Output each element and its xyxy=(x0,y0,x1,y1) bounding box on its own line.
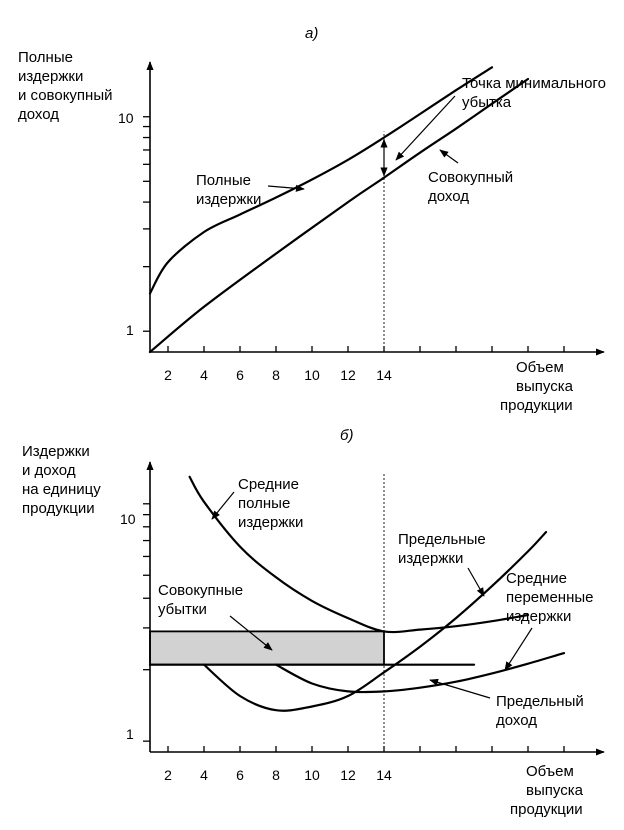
annotation-min-loss: Точка минимального убытка xyxy=(395,75,606,161)
annotation-mc: Предельные издержки xyxy=(398,531,486,597)
total-loss-area xyxy=(149,630,385,666)
x-tick-label: 4 xyxy=(200,767,208,783)
y-tick-label-a-10: 10 xyxy=(118,110,134,126)
annotation-atc-line3: издержки xyxy=(238,514,303,531)
annotation-total-cost-line1: Полные xyxy=(196,172,251,189)
annotation-total-losses-line2: убытки xyxy=(158,601,207,618)
annotation-total-losses-line1: Совокупные xyxy=(158,582,243,599)
y-ticks-a xyxy=(143,116,150,332)
x-axis-label-a-line3: продукции xyxy=(500,397,573,414)
x-tick-label: 14 xyxy=(376,767,392,783)
annotation-avc-line3: издержки xyxy=(506,608,571,625)
y-ticks-b xyxy=(143,503,150,742)
y-axis-label-a-line2: издержки xyxy=(18,68,83,85)
annotation-mr-line1: Предельный xyxy=(496,693,584,710)
x-ticks-a: 2 4 6 8 10 12 14 xyxy=(164,346,565,383)
marginal-cost-curve xyxy=(202,531,548,712)
x-tick-label: 12 xyxy=(340,367,356,383)
annotation-mr-pointer xyxy=(429,678,491,699)
x-ticks-b: 2 4 6 8 10 12 14 xyxy=(164,746,565,783)
annotation-min-loss-line2: убытка xyxy=(462,94,512,111)
annotation-total-revenue: Совокупный доход xyxy=(428,149,513,205)
total-revenue-curve xyxy=(148,77,530,354)
y-axis-label-a-line3: и совокупный xyxy=(18,87,113,104)
chart-panel-a: а) Полные издержки и совокупный доход 2 4… xyxy=(18,25,606,414)
x-tick-label: 10 xyxy=(304,767,320,783)
x-axis-label-b: Объем выпуска продукции xyxy=(510,763,584,818)
x-tick-label: 12 xyxy=(340,767,356,783)
x-axis-label-b-line1: Объем xyxy=(526,763,574,780)
annotation-total-cost: Полные издержки xyxy=(196,172,305,208)
annotation-mr-line2: доход xyxy=(496,712,537,729)
x-tick-label: 8 xyxy=(272,367,280,383)
x-tick-label: 2 xyxy=(164,767,172,783)
x-tick-label: 14 xyxy=(376,367,392,383)
annotation-mc-line1: Предельные xyxy=(398,531,486,548)
annotation-avc-line2: переменные xyxy=(506,589,594,606)
y-tick-label-a-1: 1 xyxy=(126,322,134,338)
y-tick-label-b-1: 1 xyxy=(126,726,134,742)
y-axis-label-a-line1: Полные xyxy=(18,49,73,66)
annotation-atc: Средние полные издержки xyxy=(211,476,303,531)
x-tick-label: 4 xyxy=(200,367,208,383)
annotation-atc-pointer xyxy=(211,491,235,520)
total-cost-curve xyxy=(148,66,494,295)
annotation-total-revenue-pointer xyxy=(439,149,459,164)
average-total-cost-curve xyxy=(188,475,530,634)
y-axis-label-b-line1: Издержки xyxy=(22,443,90,460)
annotation-mr: Предельный доход xyxy=(429,678,584,729)
annotation-atc-line2: полные xyxy=(238,495,290,512)
annotation-total-revenue-line2: доход xyxy=(428,188,469,205)
annotation-mc-line2: издержки xyxy=(398,550,463,567)
x-tick-label: 10 xyxy=(304,367,320,383)
annotation-total-losses-pointer xyxy=(229,615,273,651)
annotation-total-revenue-line1: Совокупный xyxy=(428,169,513,186)
annotation-avc-pointer xyxy=(504,627,533,671)
x-tick-label: 6 xyxy=(236,367,244,383)
x-tick-label: 6 xyxy=(236,767,244,783)
average-variable-cost-curve xyxy=(274,652,566,694)
y-axis-label-b-line3: на единицу xyxy=(22,481,101,498)
panel-b-label: б) xyxy=(340,427,353,444)
x-axis-label-b-line2: выпуска xyxy=(526,782,584,799)
annotation-atc-line1: Средние xyxy=(238,476,299,493)
annotation-min-loss-line1: Точка минимального xyxy=(462,75,606,92)
annotation-avc: Средние переменные издержки xyxy=(504,570,594,671)
x-axis-label-a-line2: выпуска xyxy=(516,378,574,395)
x-axis-label-b-line3: продукции xyxy=(510,801,583,818)
y-tick-label-b-10: 10 xyxy=(120,511,136,527)
chart-panel-b: б) Издержки и доход на единицу продукции… xyxy=(22,427,605,818)
annotation-total-losses: Совокупные убытки xyxy=(158,582,273,651)
annotation-avc-line1: Средние xyxy=(506,570,567,587)
y-axis-label-a-line4: доход xyxy=(18,106,59,123)
y-axis-label-b-line4: продукции xyxy=(22,500,95,517)
annotation-total-cost-pointer xyxy=(267,184,305,192)
annotation-total-cost-line2: издержки xyxy=(196,191,261,208)
y-axis-label-b: Издержки и доход на единицу продукции xyxy=(22,443,101,517)
x-tick-label: 2 xyxy=(164,367,172,383)
x-axis-label-a-line1: Объем xyxy=(516,359,564,376)
annotation-min-loss-pointer xyxy=(395,95,456,161)
x-tick-label: 8 xyxy=(272,767,280,783)
y-axis-label-a: Полные издержки и совокупный доход xyxy=(18,49,113,123)
x-axis-label-a: Объем выпуска продукции xyxy=(500,359,574,414)
panel-a-label: а) xyxy=(305,25,318,42)
y-axis-label-b-line2: и доход xyxy=(22,462,76,479)
annotation-mc-pointer xyxy=(467,567,485,597)
